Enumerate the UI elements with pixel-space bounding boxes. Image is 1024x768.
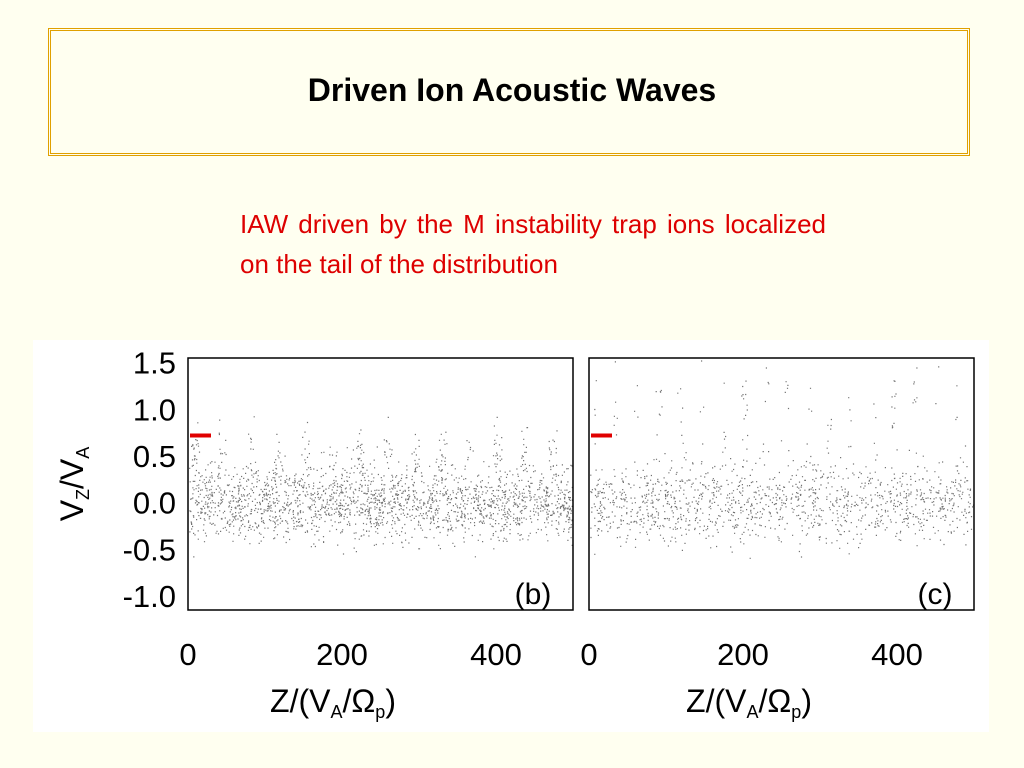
slide-title: Driven Ion Acoustic Waves — [307, 72, 717, 108]
x-tick-label: 200 — [717, 637, 769, 672]
title-box — [48, 28, 970, 156]
y-tick-label: 0.0 — [133, 486, 176, 521]
y-tick-label: -0.5 — [123, 532, 176, 567]
x-tick-label: 400 — [470, 637, 522, 672]
panel-c-scatter — [590, 360, 975, 559]
panel-b: 1.5 1.0 0.5 0.0 -0.5 -1.0 0 200 400 (b) Z/(VA/Ω… — [54, 346, 574, 722]
panel-c-xlabel: Z/(VA/Ωp) — [686, 683, 812, 722]
x-tick-label: 0 — [580, 637, 597, 672]
panel-b-xticks: 0 200 400 — [179, 637, 521, 672]
scatter-points — [590, 360, 975, 559]
y-tick-label: 1.0 — [133, 392, 176, 427]
panel-b-ylabel: VZ/VA — [54, 447, 93, 522]
x-tick-label: 0 — [179, 637, 196, 672]
y-tick-label: -1.0 — [123, 579, 176, 614]
y-tick-label: 1.5 — [133, 346, 176, 381]
panel-c-xticks: 0 200 400 — [580, 637, 922, 672]
slide-text: IAW driven by the M instability trap ion… — [240, 209, 826, 279]
x-tick-label: 200 — [316, 637, 368, 672]
x-tick-label: 400 — [871, 637, 923, 672]
figure: 1.5 1.0 0.5 0.0 -0.5 -1.0 0 200 400 (b) Z/(VA/Ω… — [33, 340, 989, 732]
panel-c: 0 200 400 (c) Z/(VA/Ωp) — [580, 357, 975, 722]
panel-b-xlabel: Z/(VA/Ωp) — [270, 683, 396, 722]
panel-c-frame — [588, 357, 975, 611]
panel-b-label: (b) — [515, 578, 552, 611]
panel-b-yticks: 1.5 1.0 0.5 0.0 -0.5 -1.0 — [123, 346, 176, 614]
y-tick-label: 0.5 — [133, 439, 176, 474]
figure-svg: 1.5 1.0 0.5 0.0 -0.5 -1.0 0 200 400 (b) Z/(VA/Ω… — [54, 346, 975, 722]
panel-c-label: (c) — [918, 578, 953, 611]
